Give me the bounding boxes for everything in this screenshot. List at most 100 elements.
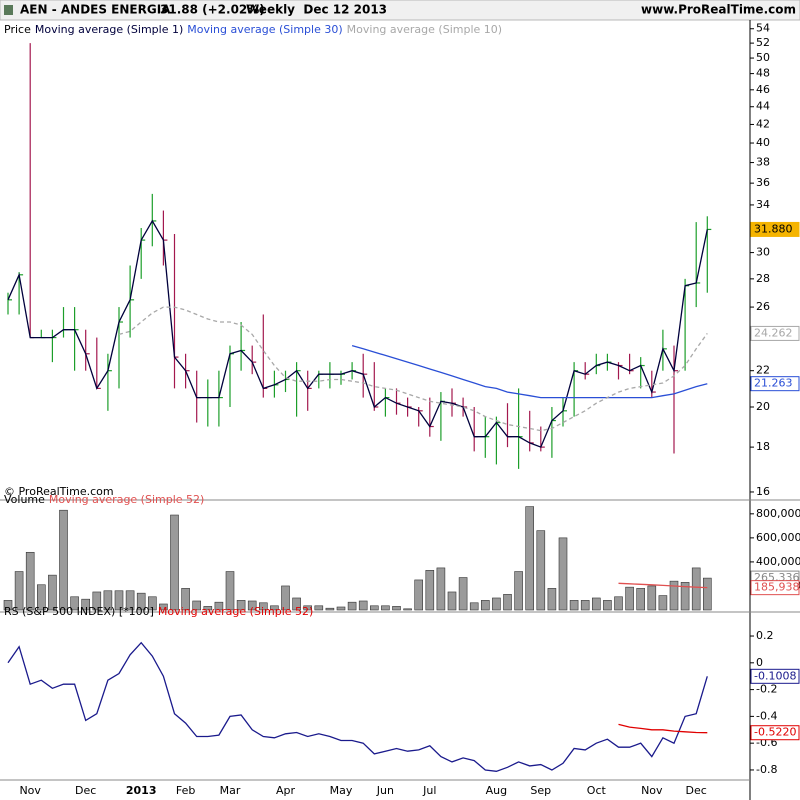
volume-bar	[425, 570, 435, 611]
y-tick-label: 0	[756, 656, 763, 669]
volume-bar	[181, 588, 190, 611]
volume-bar	[148, 596, 157, 611]
volume-bar	[702, 577, 712, 611]
series-line	[618, 582, 708, 589]
volume-bar	[136, 592, 146, 611]
series-line	[7, 219, 708, 448]
y-tick-label: 38	[756, 156, 770, 169]
quote: 31.88 (+2.02%)	[160, 3, 265, 17]
legend-entry: Moving average (Simple 52)	[158, 605, 313, 618]
series-line	[7, 641, 708, 772]
volume-bar	[347, 601, 357, 611]
volume-bar	[103, 590, 113, 611]
period: Weekly Dec 12 2013	[246, 3, 387, 17]
legend-entry: Moving average (Simple 30)	[187, 23, 342, 36]
volume-bar	[492, 597, 501, 611]
x-tick-label: Dec	[686, 784, 707, 797]
y-tick-label: 48	[756, 67, 770, 80]
volume-bar	[358, 600, 368, 611]
legend-entry: Price	[4, 23, 31, 36]
volume-bar	[680, 582, 690, 611]
x-tick-label: Feb	[176, 784, 195, 797]
volume-bar	[314, 605, 324, 611]
volume-bar	[591, 597, 601, 611]
legend-entry: Volume	[4, 493, 45, 506]
volume-bar	[614, 596, 623, 611]
volume-bar	[25, 551, 35, 611]
volume-bar	[170, 514, 179, 611]
volume-bar	[658, 595, 668, 611]
last-value-box	[750, 325, 800, 341]
x-tick-label: 2013	[126, 784, 157, 797]
y-tick-label: 44	[756, 100, 770, 113]
x-tick-label: Jul	[422, 784, 436, 797]
copyright: © ProRealTime.com	[4, 485, 114, 498]
volume-bar	[603, 600, 612, 611]
volume-bar	[159, 603, 168, 611]
volume-bar	[14, 571, 24, 611]
y-tick-label: 46	[756, 83, 770, 96]
y-tick-label: 36	[756, 176, 770, 189]
y-tick-label: 26	[756, 300, 770, 313]
y-tick-label: 22	[756, 364, 770, 377]
last-value-label: 24.262	[754, 326, 793, 339]
volume-bar	[536, 530, 546, 611]
volume-bar	[636, 588, 646, 611]
volume-bar	[225, 571, 235, 611]
y-tick-label: 40	[756, 136, 770, 149]
x-tick-label: Oct	[587, 784, 607, 797]
volume-bar	[625, 586, 634, 611]
volume-bar	[480, 600, 490, 611]
volume-bar	[59, 509, 68, 611]
volume-bar	[669, 580, 679, 611]
last-value-box	[750, 580, 800, 596]
x-tick-label: Nov	[641, 784, 663, 797]
volume-bar	[336, 606, 346, 611]
y-tick-label: 50	[756, 51, 770, 64]
volume-bar	[569, 600, 579, 611]
volume-bar	[48, 574, 57, 611]
y-tick-label: 0.2	[756, 629, 774, 642]
y-tick-label: 52	[756, 36, 770, 49]
symbol: AEN - ANDES ENERGIA	[20, 3, 171, 17]
y-tick-label: 30	[756, 246, 770, 259]
volume-bar	[558, 537, 568, 611]
series-line	[118, 306, 708, 432]
volume-bar	[3, 600, 13, 611]
volume-bar	[392, 606, 401, 611]
x-tick-label: Dec	[75, 784, 96, 797]
x-tick-label: Apr	[276, 784, 296, 797]
volume-bar	[403, 608, 412, 611]
volume-bar	[458, 577, 468, 611]
volume-bar	[81, 598, 90, 611]
volume-bar	[270, 605, 279, 611]
y-tick-label: 20	[756, 400, 770, 413]
y-tick-label: 34	[756, 198, 770, 211]
volume-bar	[691, 567, 701, 611]
volume-bar	[236, 600, 246, 611]
volume-bar	[580, 600, 590, 611]
last-value-box	[750, 668, 800, 684]
volume-bar	[525, 506, 535, 611]
x-tick-label: May	[330, 784, 353, 797]
y-tick-label: 28	[756, 272, 770, 285]
y-tick-label: 18	[756, 440, 770, 453]
y-tick-label: -0.2	[756, 683, 777, 696]
y-tick-label: 800,000	[756, 507, 800, 520]
x-tick-label: Nov	[19, 784, 41, 797]
y-tick-label: 54	[756, 22, 770, 35]
y-tick-label: -0.8	[756, 763, 777, 776]
volume-bar	[203, 606, 213, 611]
y-tick-label: 600,000	[756, 531, 800, 544]
volume-bar	[281, 585, 290, 611]
volume-bar	[369, 605, 379, 611]
header-icon	[4, 5, 13, 15]
volume-bar	[303, 605, 313, 611]
last-value-box	[750, 376, 800, 392]
x-tick-label: Jun	[376, 784, 394, 797]
y-tick-label: -0.4	[756, 709, 777, 722]
volume-bar	[447, 591, 457, 611]
last-value-box	[750, 221, 800, 237]
volume-bar	[547, 588, 557, 611]
volume-bar	[381, 605, 390, 611]
